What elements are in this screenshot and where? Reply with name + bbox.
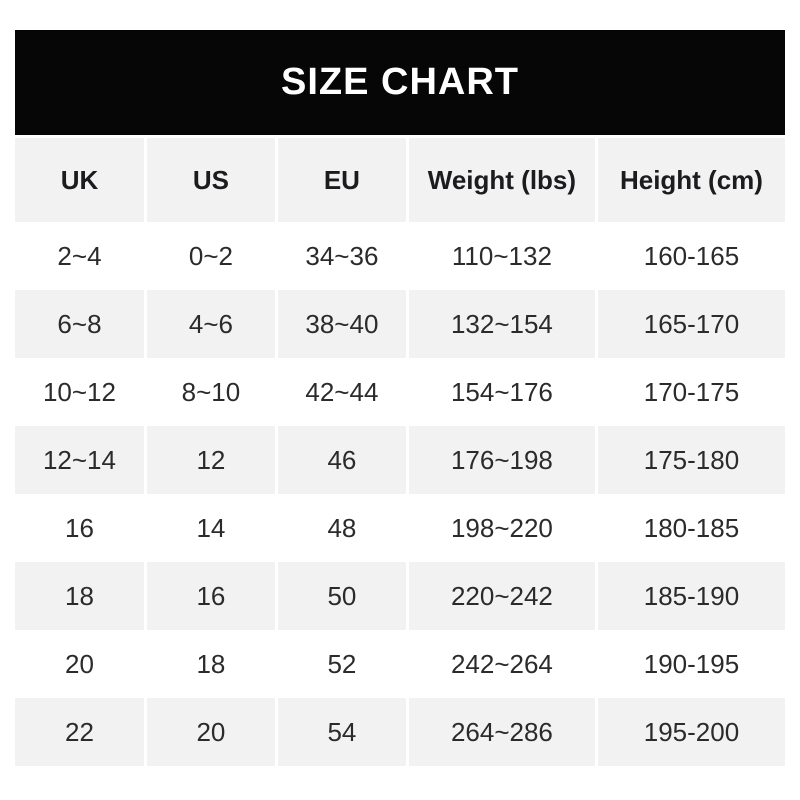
table-cell: 52 — [327, 648, 357, 679]
table-row: 2~4 0~2 34~36 110~132 160-165 — [15, 222, 785, 290]
table-row: 20 18 52 242~264 190-195 — [15, 630, 785, 698]
table-cell: 185-190 — [597, 562, 785, 630]
table-cell: 46 — [277, 426, 406, 494]
table-cell: 12~14 — [15, 426, 144, 494]
table-cell: 20 — [146, 698, 275, 766]
table-row: 18 16 50 220~242 185-190 — [15, 562, 785, 630]
table-cell: 6~8 — [15, 290, 144, 358]
table-cell: 18 — [196, 648, 226, 679]
table-cell: 170-175 — [643, 376, 740, 407]
table-cell: 34~36 — [305, 240, 379, 271]
table-cell: 195-200 — [597, 698, 785, 766]
table-cell: 42~44 — [305, 376, 379, 407]
table-cell: 190-195 — [643, 648, 740, 679]
column-header-height: Height (cm) — [597, 138, 785, 222]
size-chart-sheet: SIZE CHART UK US EU Weight (lbs) Height … — [15, 30, 785, 766]
table-cell: 110~132 — [451, 240, 552, 271]
table-cell: 18 — [15, 562, 144, 630]
table-cell: 48 — [327, 512, 357, 543]
table-cell: 160-165 — [643, 240, 740, 271]
table-row: 10~12 8~10 42~44 154~176 170-175 — [15, 358, 785, 426]
table-cell: 180-185 — [643, 512, 740, 543]
table-cell: 20 — [65, 648, 94, 679]
page-title: SIZE CHART — [281, 61, 519, 103]
table-cell: 154~176 — [450, 376, 553, 407]
table-header-row: UK US EU Weight (lbs) Height (cm) — [15, 138, 785, 222]
table-cell: 242~264 — [450, 648, 553, 679]
table-cell: 22 — [15, 698, 144, 766]
table-row: 6~8 4~6 38~40 132~154 165-170 — [15, 290, 785, 358]
table-cell: 50 — [277, 562, 406, 630]
table-cell: 14 — [196, 512, 226, 543]
table-cell: 8~10 — [181, 376, 241, 407]
table-cell: 132~154 — [408, 290, 595, 358]
table-cell: 16 — [65, 512, 94, 543]
table-cell: 220~242 — [408, 562, 595, 630]
table-cell: 16 — [146, 562, 275, 630]
table-row: 22 20 54 264~286 195-200 — [15, 698, 785, 766]
column-header-weight: Weight (lbs) — [408, 138, 595, 222]
table-cell: 12 — [146, 426, 275, 494]
table-cell: 0~2 — [188, 240, 233, 271]
table-cell: 2~4 — [57, 240, 102, 271]
column-header-eu: EU — [277, 138, 406, 222]
column-header-uk: UK — [15, 138, 144, 222]
table-cell: 54 — [277, 698, 406, 766]
table-cell: 176~198 — [408, 426, 595, 494]
table-cell: 264~286 — [408, 698, 595, 766]
table-cell: 198~220 — [450, 512, 553, 543]
table-row: 16 14 48 198~220 180-185 — [15, 494, 785, 562]
table-row: 12~14 12 46 176~198 175-180 — [15, 426, 785, 494]
table-cell: 10~12 — [42, 376, 116, 407]
table-cell: 175-180 — [597, 426, 785, 494]
table-cell: 4~6 — [146, 290, 275, 358]
column-header-us: US — [146, 138, 275, 222]
table-cell: 165-170 — [597, 290, 785, 358]
table-cell: 38~40 — [277, 290, 406, 358]
title-bar: SIZE CHART — [15, 30, 785, 135]
